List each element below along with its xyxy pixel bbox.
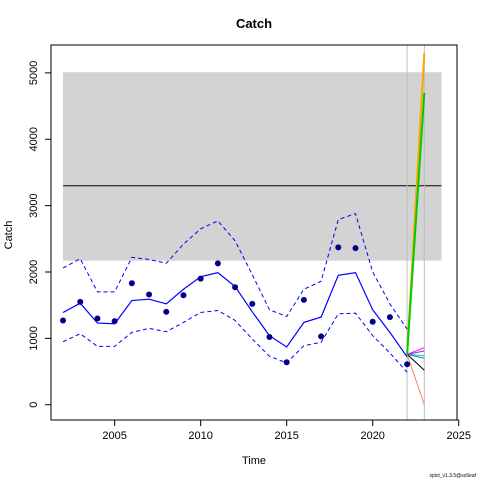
x-tick-label: 2015 — [274, 430, 298, 442]
forecast-line-3 — [406, 347, 425, 355]
observed-point — [60, 317, 67, 324]
observed-point — [197, 275, 204, 282]
x-tick-label: 2005 — [102, 430, 126, 442]
plot-area: 2005 2010 2015 2020 2025 0 1000 2000 3000 4000 500… — [28, 44, 471, 442]
observed-point — [300, 296, 307, 303]
observed-point — [318, 333, 325, 340]
observed-point — [180, 292, 187, 299]
x-tick-label: 2020 — [360, 430, 384, 442]
observed-point — [77, 298, 84, 305]
estimate-lower-ci-line — [62, 309, 408, 373]
forecast-line-4 — [407, 350, 425, 355]
observed-point — [94, 315, 101, 322]
observed-point — [386, 314, 393, 321]
forecast-line-2 — [406, 92, 426, 355]
observed-point — [249, 300, 256, 307]
observed-point — [163, 308, 170, 315]
observed-point — [335, 244, 342, 251]
x-tick-label: 2010 — [188, 430, 212, 442]
y-axis-label: Catch — [3, 221, 15, 250]
observed-point — [146, 291, 153, 298]
y-tick-label: 1000 — [28, 326, 40, 350]
y-tick-label: 0 — [28, 402, 40, 408]
observed-point — [352, 245, 359, 252]
x-axis-label: Time — [242, 455, 266, 467]
version-footnote: spict_v1.3.5@sc6eaf — [430, 473, 477, 479]
x-tick-label: 2025 — [446, 430, 470, 442]
observed-point — [232, 284, 239, 291]
y-tick-label: 2000 — [28, 260, 40, 284]
observed-point — [404, 361, 411, 368]
forecast-line-7 — [406, 353, 425, 371]
y-tick-label: 3000 — [28, 193, 40, 217]
chart-title: Catch — [236, 16, 272, 31]
observed-point — [283, 359, 290, 366]
observed-point — [128, 280, 135, 287]
forecast-line-6 — [406, 353, 425, 359]
msy-band — [63, 72, 442, 261]
y-tick-label: 4000 — [28, 127, 40, 151]
y-tick-label: 5000 — [28, 61, 40, 85]
observed-point — [214, 260, 221, 267]
estimate-upper-ci-line — [62, 212, 408, 330]
observed-point — [111, 318, 118, 325]
observed-point — [369, 318, 376, 325]
observed-point — [266, 334, 273, 341]
forecast-line-8 — [406, 354, 425, 405]
